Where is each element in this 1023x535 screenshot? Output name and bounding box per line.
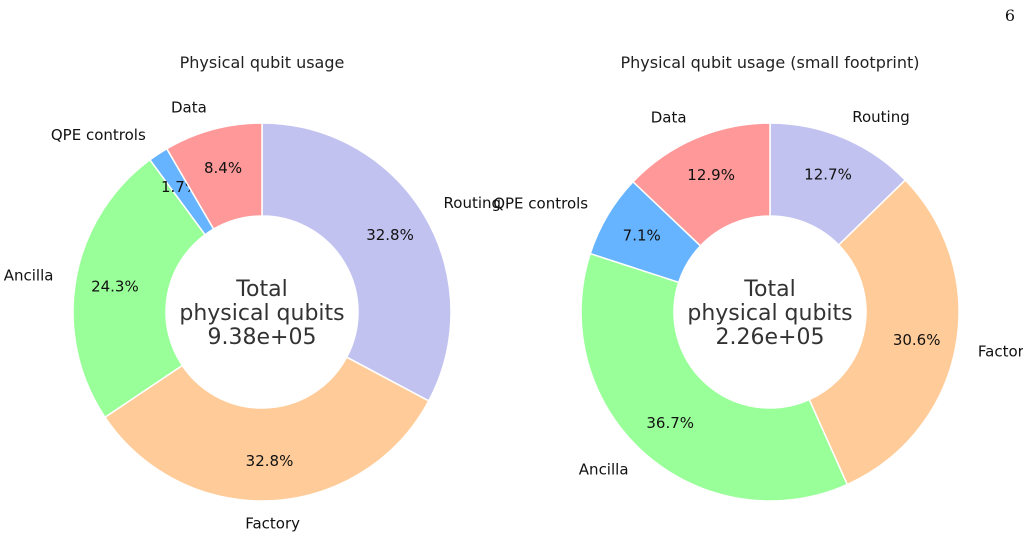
center-text-line: Total xyxy=(235,277,287,302)
slice-data xyxy=(631,122,771,247)
slice-label: Factory xyxy=(978,343,1023,361)
slice-label: Routing xyxy=(852,108,910,126)
center-text-line: 2.26e+05 xyxy=(716,325,825,350)
slice-percent: 36.7% xyxy=(646,414,694,432)
slice-percent: 12.9% xyxy=(687,166,735,184)
center-text-line: 9.38e+05 xyxy=(208,325,317,350)
slice-label: QPE controls xyxy=(493,195,588,213)
slice-data xyxy=(165,122,263,231)
slice-label: Ancilla xyxy=(4,267,54,285)
slice-percent: 32.8% xyxy=(366,226,414,244)
slice-factory xyxy=(808,178,960,486)
slice-ancilla xyxy=(580,252,849,502)
slice-percent: 7.1% xyxy=(623,227,661,245)
slice-percent: 30.6% xyxy=(893,331,941,349)
slice-label: QPE controls xyxy=(51,126,146,144)
chart-title: Physical qubit usage xyxy=(180,53,345,72)
slice-percent: 12.7% xyxy=(804,165,852,183)
slice-label: Ancilla xyxy=(579,460,629,478)
center-text-line: Total xyxy=(743,277,795,302)
center-text-line: physical qubits xyxy=(687,301,852,326)
slice-label: Routing xyxy=(444,194,502,212)
center-text-line: physical qubits xyxy=(179,301,344,326)
slice-label: Data xyxy=(171,99,207,117)
slice-percent: 24.3% xyxy=(91,277,139,295)
page-number: 6 xyxy=(1004,6,1015,25)
donut-chart-2: Physical qubit usage (small footprint) Ro… xyxy=(493,53,1023,502)
slice-percent: 8.4% xyxy=(204,159,242,177)
slice-routing xyxy=(261,122,452,402)
slice-label: Data xyxy=(651,108,687,126)
chart-title: Physical qubit usage (small footprint) xyxy=(620,53,919,72)
donut-chart-1: Physical qubit usage Routing 32.8% Factory 3… xyxy=(4,53,501,532)
slice-label: Factory xyxy=(245,514,300,532)
slice-factory xyxy=(103,356,430,502)
slice-ancilla xyxy=(72,158,207,419)
slice-percent: 32.8% xyxy=(246,452,294,470)
